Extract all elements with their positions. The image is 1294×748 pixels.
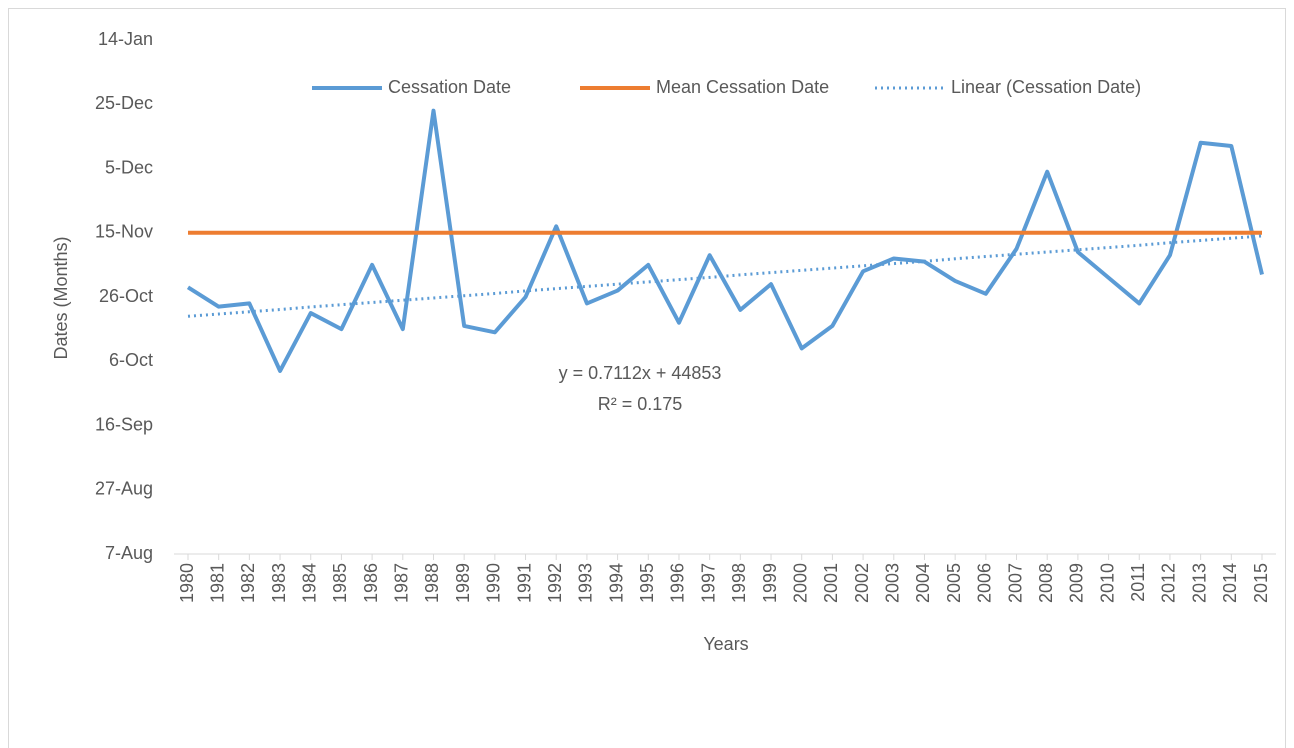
x-tick-label: 1985 — [330, 563, 350, 603]
y-tick-label: 14-Jan — [98, 29, 153, 49]
x-tick-label: 2007 — [1005, 563, 1025, 603]
x-tick-label: 2014 — [1220, 563, 1240, 603]
y-tick-label: 25-Dec — [95, 93, 153, 113]
x-tick-label: 2012 — [1159, 563, 1179, 603]
x-tick-label: 1993 — [576, 563, 596, 603]
x-tick-label: 2009 — [1067, 563, 1087, 603]
x-tick-label: 1981 — [207, 563, 227, 603]
chart-frame — [8, 8, 1286, 748]
x-tick-label: 2000 — [790, 563, 810, 603]
x-tick-label: 1996 — [668, 563, 688, 603]
x-tick-label: 1999 — [760, 563, 780, 603]
x-tick-label: 1980 — [177, 563, 197, 603]
legend-label: Mean Cessation Date — [656, 77, 829, 97]
x-tick-label: 1983 — [269, 563, 289, 603]
x-tick-label: 1987 — [392, 563, 412, 603]
x-axis-title: Years — [703, 634, 748, 654]
trend-equation: y = 0.7112x + 44853 — [559, 363, 722, 383]
x-tick-label: 1990 — [484, 563, 504, 603]
x-tick-label: 1997 — [698, 563, 718, 603]
x-tick-label: 1994 — [606, 563, 626, 603]
y-tick-label: 16-Sep — [95, 414, 153, 434]
x-tick-label: 2006 — [975, 563, 995, 603]
y-tick-label: 27-Aug — [95, 479, 153, 499]
x-tick-label: 1995 — [637, 563, 657, 603]
legend-label: Linear (Cessation Date) — [951, 77, 1141, 97]
y-axis-title: Dates (Months) — [51, 236, 71, 359]
series-line — [186, 108, 1264, 373]
legend-label: Cessation Date — [388, 77, 511, 97]
x-tick-label: 2008 — [1036, 563, 1056, 603]
trend-r-squared: R² = 0.175 — [598, 394, 683, 414]
x-tick-label: 1998 — [729, 563, 749, 603]
x-tick-label: 1982 — [238, 563, 258, 603]
x-tick-label: 1992 — [545, 563, 565, 603]
y-tick-label: 26-Oct — [99, 286, 153, 306]
x-tick-label: 1989 — [453, 563, 473, 603]
x-tick-label: 1986 — [361, 563, 381, 603]
y-tick-label: 6-Oct — [109, 350, 153, 370]
x-tick-label: 2004 — [913, 563, 933, 603]
x-tick-label: 1984 — [299, 563, 319, 603]
x-tick-label: 2010 — [1097, 563, 1117, 603]
x-tick-label: 2011 — [1128, 563, 1148, 602]
y-tick-label: 15-Nov — [95, 222, 153, 242]
x-tick-label: 2015 — [1251, 563, 1271, 603]
x-tick-label: 2005 — [944, 563, 964, 603]
y-tick-label: 7-Aug — [105, 543, 153, 563]
x-tick-label: 2013 — [1189, 563, 1209, 603]
x-tick-label: 1988 — [422, 563, 442, 603]
x-tick-label: 2001 — [821, 563, 841, 603]
x-tick-label: 2003 — [883, 563, 903, 603]
x-tick-label: 2002 — [852, 563, 872, 603]
y-tick-label: 5-Dec — [105, 157, 153, 177]
x-tick-label: 1991 — [514, 563, 534, 603]
